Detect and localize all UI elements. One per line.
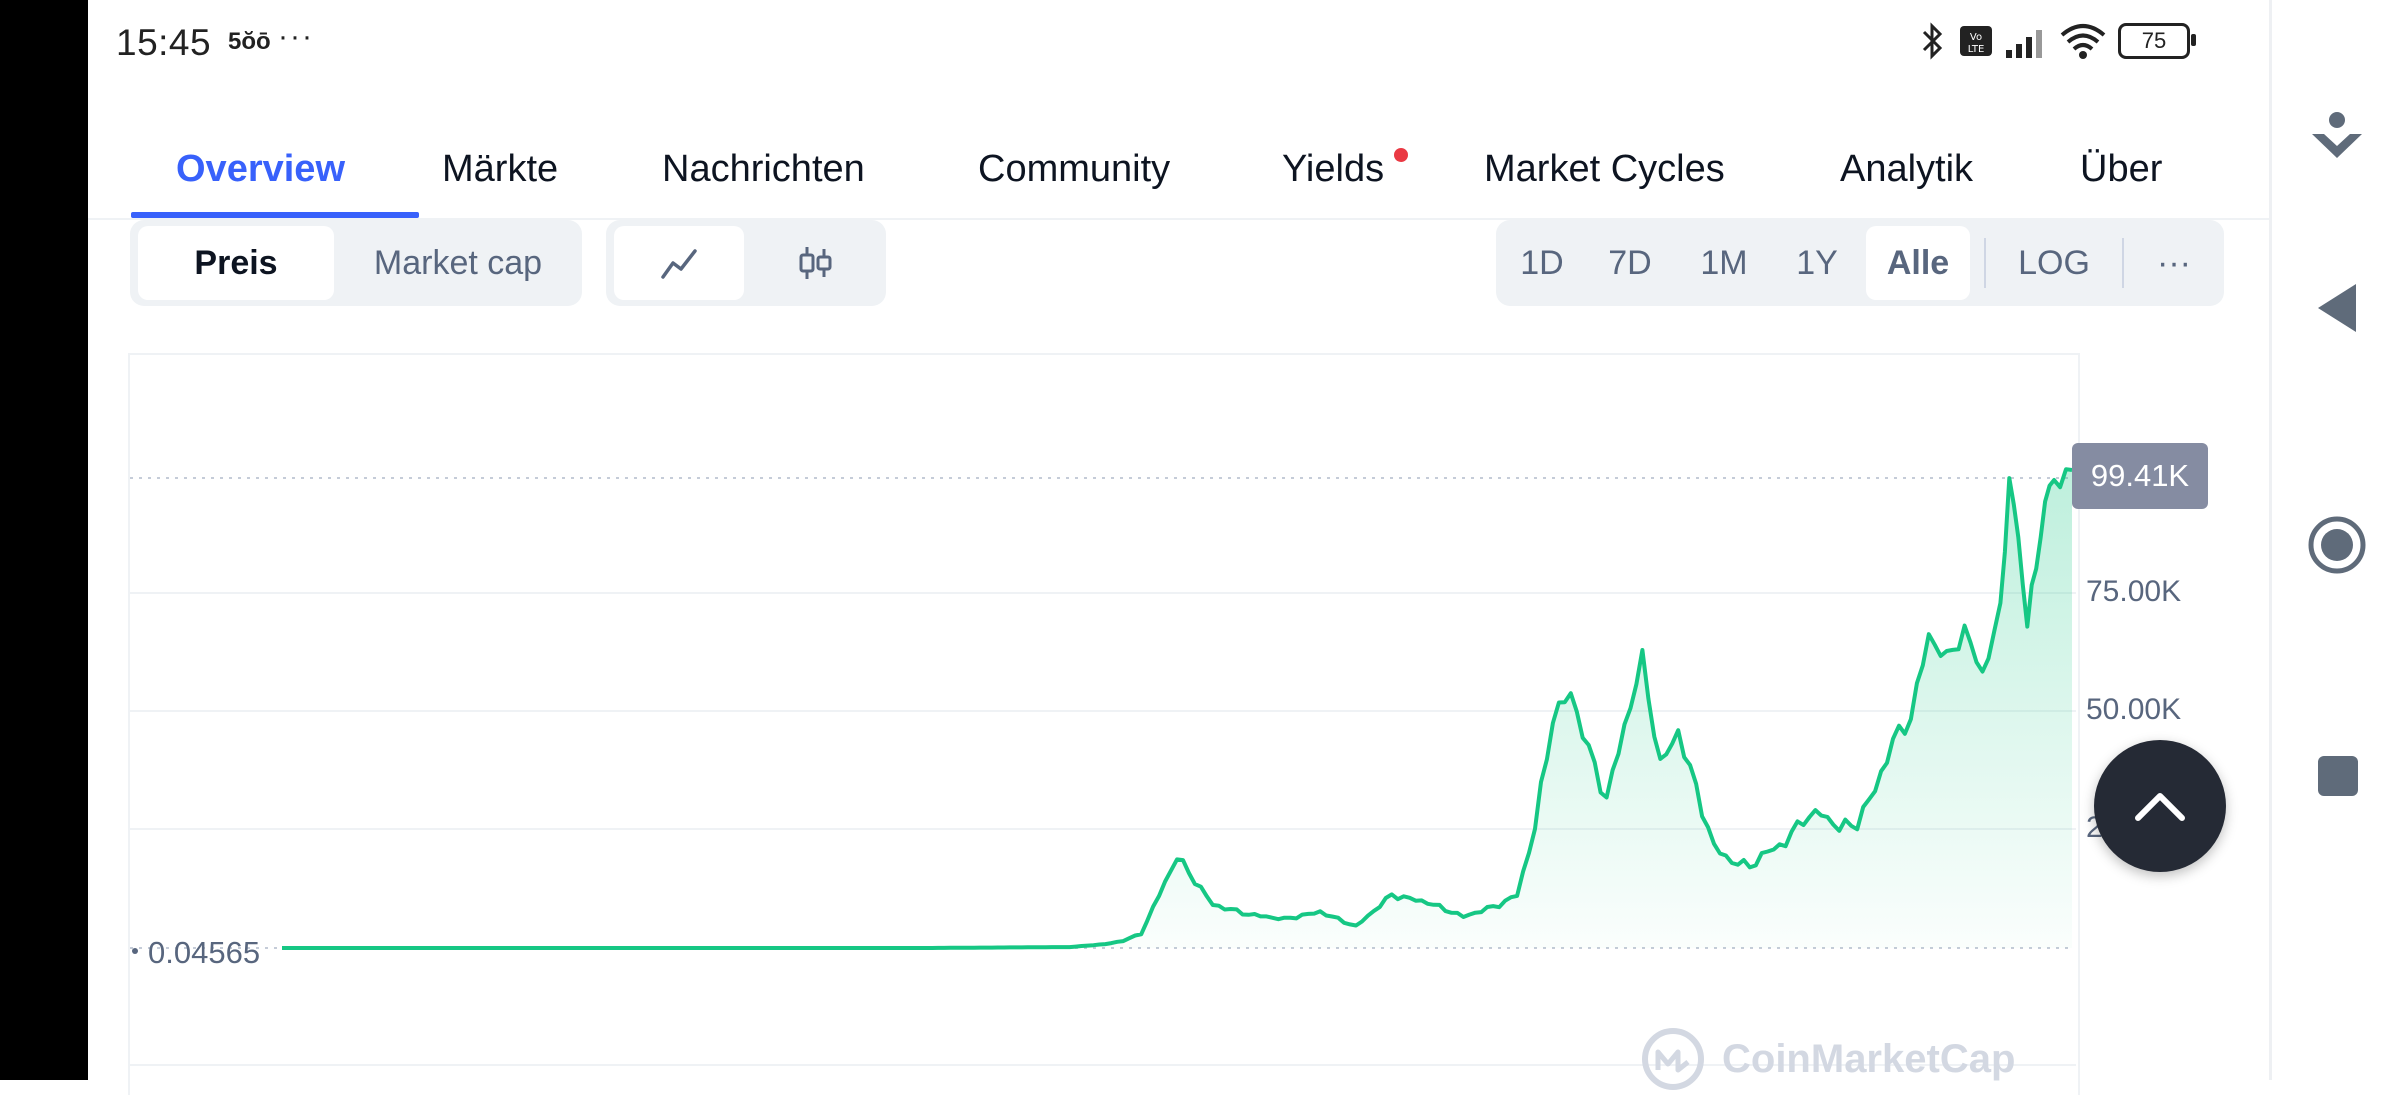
candlestick-button[interactable] — [752, 226, 878, 300]
yields-badge-dot — [1394, 148, 1408, 162]
svg-text:Vo: Vo — [1970, 32, 1982, 43]
preis-button[interactable]: Preis — [138, 226, 334, 300]
svg-text:LTE: LTE — [1968, 44, 1985, 55]
current-price-tag: 99.41K — [2072, 443, 2208, 509]
line-chart-button[interactable] — [614, 226, 744, 300]
log-button[interactable]: LOG — [2018, 243, 2090, 282]
coinmarketcap-logo-icon — [1642, 1028, 1704, 1090]
range-selector: 1D 7D 1M 1Y Alle LOG ··· — [1496, 220, 2224, 306]
range-7d-button[interactable]: 7D — [1608, 243, 1652, 282]
price-line — [282, 467, 2073, 950]
gridline-bottom — [130, 1064, 2076, 1066]
gridline-50k — [130, 710, 2076, 712]
line-chart-icon — [661, 249, 697, 279]
bluetooth-icon — [1922, 22, 1943, 60]
battery-icon: 75 — [2118, 23, 2196, 59]
chart-area[interactable] — [128, 353, 2080, 1095]
back-icon[interactable] — [2306, 280, 2368, 336]
recents-icon[interactable] — [2306, 752, 2368, 800]
range-1m-button[interactable]: 1M — [1700, 243, 1748, 282]
chart-type-toggle — [606, 220, 886, 306]
range-1d-button[interactable]: 1D — [1520, 243, 1564, 282]
gridline-75k — [130, 592, 2076, 594]
right-divider — [2269, 0, 2272, 1080]
battery-level: 75 — [2141, 28, 2167, 53]
volte-icon: Vo LTE — [1960, 26, 1992, 56]
tab-analytik[interactable]: Analytik — [1840, 148, 1974, 190]
tab-markte[interactable]: Märkte — [442, 148, 559, 190]
range-separator — [1984, 238, 1986, 288]
y-tick-50k: 50.00K — [2086, 693, 2182, 726]
active-tab-indicator — [131, 212, 419, 218]
download-icon[interactable] — [2306, 106, 2368, 166]
home-icon[interactable] — [2306, 514, 2368, 576]
tab-yields[interactable]: Yields — [1282, 148, 1385, 190]
tab-uber[interactable]: Über — [2080, 148, 2163, 190]
metric-toggle: Preis Market cap — [130, 220, 582, 306]
range-all-button[interactable]: Alle — [1866, 226, 1970, 300]
tab-nachrichten[interactable]: Nachrichten — [662, 148, 865, 190]
range-separator-2 — [2122, 238, 2124, 288]
chevron-up-icon — [2135, 793, 2185, 821]
market-cap-button[interactable]: Market cap — [373, 243, 543, 282]
tab-community[interactable]: Community — [978, 148, 1171, 190]
gridline-25k — [130, 828, 2076, 830]
signal-icon — [2006, 30, 2042, 58]
left-black-bar — [0, 0, 88, 1080]
tab-market-cycles[interactable]: Market Cycles — [1484, 148, 1725, 190]
wifi-icon — [2060, 24, 2106, 59]
status-time: 15:45 — [116, 22, 212, 63]
status-icons: Vo LTE 75 — [1918, 18, 2196, 64]
tab-overview[interactable]: Overview — [176, 148, 345, 190]
more-options-button[interactable]: ··· — [2157, 243, 2191, 282]
watermark-text: CoinMarketCap — [1722, 1036, 2016, 1081]
scroll-to-top-button[interactable] — [2094, 740, 2226, 872]
price-area — [282, 469, 2072, 948]
status-more-icon: ··· — [278, 20, 314, 53]
range-1y-button[interactable]: 1Y — [1796, 243, 1838, 282]
coinmarketcap-watermark: CoinMarketCap — [1640, 1026, 2015, 1092]
low-price-marker — [132, 948, 138, 954]
status-network-speed: 5ŏō — [228, 28, 271, 55]
y-tick-75k: 75.00K — [2086, 575, 2182, 608]
low-price-label: 0.04565 — [148, 935, 261, 970]
tabs-divider — [88, 218, 2269, 220]
candlestick-icon — [799, 247, 832, 279]
